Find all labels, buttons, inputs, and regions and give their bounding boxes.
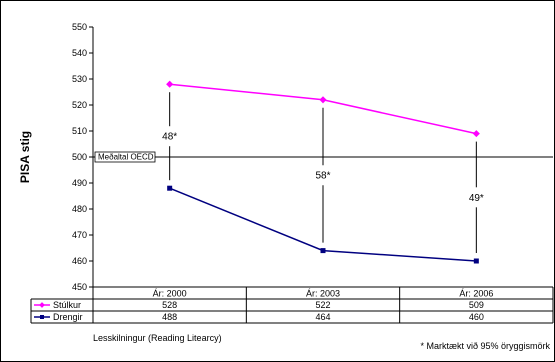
gap-annotation: 48*: [162, 132, 177, 143]
table-value: 509: [469, 300, 484, 310]
legend-key-marker: [39, 302, 45, 308]
oecd-label-box: [94, 151, 156, 163]
y-tick-label: 500: [72, 152, 87, 162]
y-tick-label: 530: [72, 74, 87, 84]
y-tick-label: 470: [72, 230, 87, 240]
data-point-drengir: [473, 258, 479, 264]
table-value: 464: [315, 312, 330, 322]
legend-key-marker: [40, 315, 44, 319]
y-tick-label: 460: [72, 256, 87, 266]
data-point-stulkur: [319, 96, 327, 104]
table-value: 460: [469, 312, 484, 322]
table-value: 528: [162, 300, 177, 310]
legend-label: Stúlkur: [53, 300, 81, 310]
footnote: * Marktækt við 95% öryggismörk: [420, 341, 550, 351]
x-tick-label: Ár: 2003: [306, 289, 340, 299]
gap-annotation: 49*: [469, 193, 484, 204]
y-tick-label: 480: [72, 204, 87, 214]
data-point-drengir: [167, 185, 173, 191]
y-axis-label: PISA stig: [18, 131, 32, 183]
y-tick-label: 520: [72, 100, 87, 110]
x-tick-label: Ár: 2006: [459, 289, 493, 299]
gap-annotation: 58*: [315, 171, 330, 182]
data-point-stulkur: [472, 130, 480, 138]
table-value: 488: [162, 312, 177, 322]
legend-label: Drengir: [53, 312, 83, 322]
data-point-drengir: [320, 248, 326, 254]
y-tick-label: 510: [72, 126, 87, 136]
oecd-label: Meðaltal OECD: [98, 153, 154, 162]
y-tick-label: 540: [72, 48, 87, 58]
y-tick-label: 490: [72, 178, 87, 188]
y-tick-label: 550: [72, 22, 87, 32]
x-tick-label: Ár: 2000: [153, 289, 187, 299]
y-tick-label: 450: [72, 282, 87, 292]
data-point-stulkur: [166, 80, 174, 88]
x-axis-caption: Lesskilningur (Reading Litearcy): [93, 333, 222, 343]
table-value: 522: [315, 300, 330, 310]
